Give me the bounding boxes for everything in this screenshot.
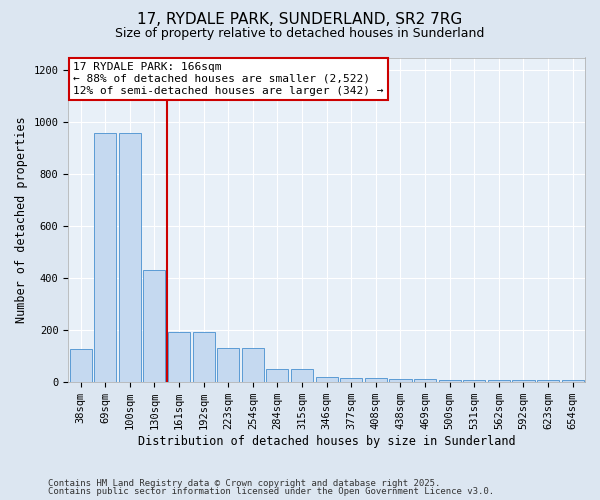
Bar — [193, 332, 215, 382]
Bar — [70, 350, 92, 382]
Bar — [143, 270, 166, 382]
Bar — [537, 380, 559, 382]
Bar — [365, 378, 387, 382]
Bar — [242, 348, 264, 382]
Bar — [439, 380, 461, 382]
Bar — [291, 369, 313, 382]
Bar — [316, 376, 338, 382]
Text: Contains public sector information licensed under the Open Government Licence v3: Contains public sector information licen… — [48, 487, 494, 496]
Bar — [168, 332, 190, 382]
Bar — [266, 369, 289, 382]
Text: Contains HM Land Registry data © Crown copyright and database right 2025.: Contains HM Land Registry data © Crown c… — [48, 478, 440, 488]
Text: 17 RYDALE PARK: 166sqm
← 88% of detached houses are smaller (2,522)
12% of semi-: 17 RYDALE PARK: 166sqm ← 88% of detached… — [73, 62, 384, 96]
Bar — [94, 132, 116, 382]
Text: Size of property relative to detached houses in Sunderland: Size of property relative to detached ho… — [115, 28, 485, 40]
Bar — [119, 132, 141, 382]
Bar — [488, 380, 510, 382]
Bar — [389, 379, 412, 382]
Bar — [562, 380, 584, 382]
Bar — [512, 380, 535, 382]
Y-axis label: Number of detached properties: Number of detached properties — [15, 116, 28, 323]
Bar — [463, 380, 485, 382]
Bar — [217, 348, 239, 382]
Bar — [340, 378, 362, 382]
X-axis label: Distribution of detached houses by size in Sunderland: Distribution of detached houses by size … — [138, 434, 515, 448]
Bar — [414, 379, 436, 382]
Text: 17, RYDALE PARK, SUNDERLAND, SR2 7RG: 17, RYDALE PARK, SUNDERLAND, SR2 7RG — [137, 12, 463, 28]
